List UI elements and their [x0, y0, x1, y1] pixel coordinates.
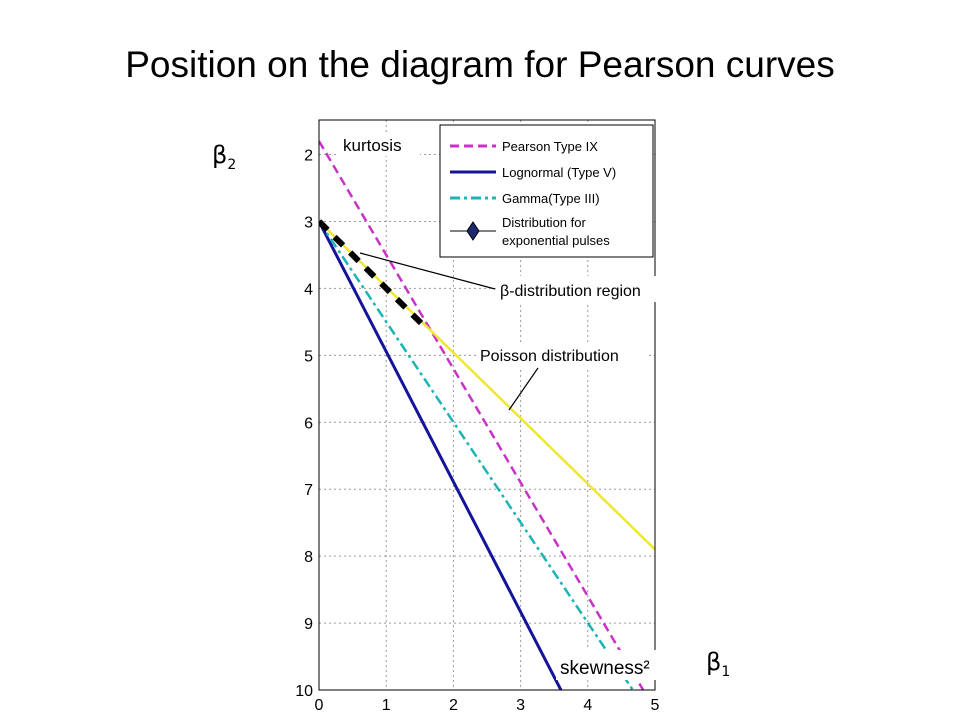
beta-region-label: β-distribution region	[500, 283, 641, 300]
skewness-label: skewness²	[560, 658, 650, 679]
x-tick-label: 0	[315, 697, 324, 714]
poisson-pointer	[508, 367, 539, 411]
x-tick-label: 3	[516, 697, 525, 714]
series-gamma-line	[319, 220, 634, 690]
y-tick-label: 4	[304, 281, 313, 298]
legend-label-exp-pulses: Distribution for exponential pulses	[502, 215, 610, 248]
y-tick-label: 2	[304, 148, 313, 165]
y-tick-label: 8	[304, 549, 313, 566]
y-tick-label: 3	[304, 214, 313, 231]
y-tick-label: 7	[304, 482, 313, 499]
legend: Pearson Type IX Lognormal (Type V) Gamma…	[439, 124, 654, 258]
poisson-label-bg	[476, 343, 646, 367]
poisson-label: Poisson distribution	[480, 348, 619, 365]
x-tick-label: 5	[651, 697, 660, 714]
series-lines	[319, 140, 655, 690]
kurtosis-label: kurtosis	[343, 136, 402, 155]
series-type-ix-line	[319, 140, 645, 690]
legend-label-type-ix: Pearson Type IX	[502, 139, 598, 154]
x-tick-label: 1	[382, 697, 391, 714]
x-tick-label: 2	[449, 697, 458, 714]
legend-label-gamma: Gamma(Type III)	[502, 191, 600, 206]
beta1-axis-label: β1	[706, 648, 731, 680]
legend-label-lognormal: Lognormal (Type V)	[502, 165, 616, 180]
beta-region-pointer	[359, 252, 496, 290]
page-title: Position on the diagram for Pearson curv…	[125, 44, 835, 85]
y-tick-label: 10	[295, 683, 313, 700]
tick-labels: 0 1 2 3 4 5 2 3 4 5 6 7 8 9 10	[295, 148, 659, 715]
y-tick-label: 9	[304, 616, 313, 633]
plot-frame	[318, 119, 656, 691]
series-lognormal-line	[319, 220, 563, 690]
beta-region-group	[319, 219, 429, 331]
beta2-axis-label: β2	[212, 141, 237, 173]
kurtosis-label-bg	[338, 132, 420, 156]
y-tick-label: 5	[304, 348, 313, 365]
y-tick-label: 6	[304, 415, 313, 432]
series-poisson-line	[319, 220, 655, 551]
x-tick-label: 4	[583, 697, 592, 714]
diamond-icon	[466, 221, 480, 241]
skewness-label-bg	[556, 650, 666, 680]
beta-region-mark	[319, 219, 429, 331]
beta-region-label-bg	[496, 276, 664, 302]
